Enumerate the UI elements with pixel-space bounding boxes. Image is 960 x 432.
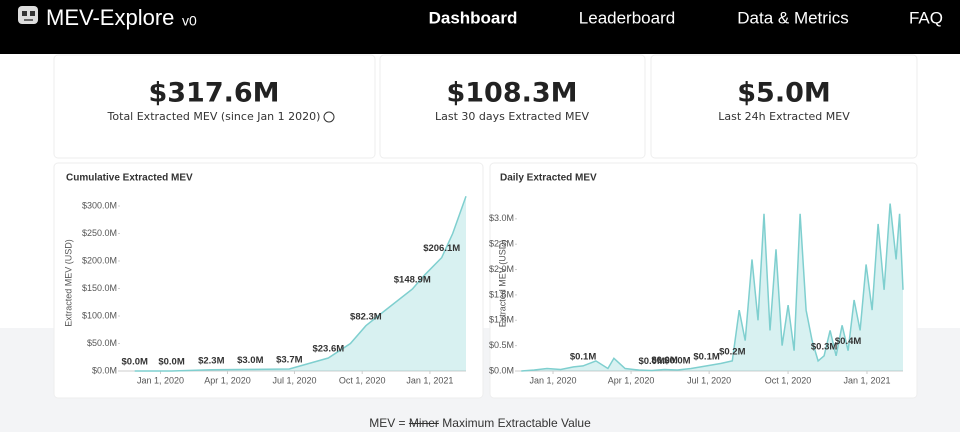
value-label: $0.1M [570,351,596,362]
y-tick-label: $250.0M [82,228,117,238]
value-label: $3.0M [237,355,263,366]
value-label: $0.3M [811,341,837,352]
x-tick-label: Jan 1, 2021 [843,375,890,385]
value-label: $148.9M [394,275,431,286]
y-tick-label: $100.0M [82,310,117,320]
value-label: $82.3M [350,311,382,322]
value-label: $0.0M [122,357,148,368]
y-tick-label: $1.0M [489,315,514,325]
chart-card [53,162,484,399]
stat-value: $317.6M [148,78,279,109]
value-label: $23.6M [312,344,344,355]
y-tick-label: $200.0M [82,255,117,265]
stat-label: Last 24h Extracted MEV [718,110,850,123]
x-tick-label: Apr 1, 2020 [608,375,655,385]
footer: MEV = Miner Maximum Extractable Value [0,416,960,430]
y-tick-label: $3.0M [489,213,514,223]
stat-cards: $317.6M Total Extracted MEV (since Jan 1… [53,54,918,159]
x-tick-label: Jan 1, 2021 [406,375,453,385]
y-tick-label: $150.0M [82,283,117,293]
stat-card [53,54,376,159]
nav-link[interactable]: Dashboard [429,8,518,27]
stat-card [650,54,918,159]
footer-rest: Maximum Extractable Value [442,416,591,430]
x-tick-label: Oct 1, 2020 [339,375,386,385]
nav-link[interactable]: FAQ [909,8,943,27]
footer-struck: Miner [408,416,439,430]
x-tick-label: Oct 1, 2020 [765,375,812,385]
y-tick-label: $0.0M [92,365,117,375]
x-tick-label: Jan 1, 2020 [137,375,184,385]
area-line [134,196,467,372]
info-icon[interactable] [323,111,335,123]
y-tick-label: $2.5M [489,239,514,249]
value-label: $0.1M [693,351,719,362]
area-fill [521,203,903,371]
stat-label: Total Extracted MEV (since Jan 1 2020) [107,110,321,123]
value-label: $0.0M [158,357,184,368]
value-label: $206.1M [423,243,460,254]
value-label: $0.2M [719,346,745,357]
value-label: $2.3M [198,355,224,366]
version: v0 [182,13,197,29]
y-tick-label: $50.0M [87,338,117,348]
chart-card [489,162,918,399]
value-label: $0.0M [651,355,677,366]
x-tick-label: Jan 1, 2020 [530,375,577,385]
value-label: $3.7M [276,354,302,365]
value-label: $0.4M [835,336,861,347]
stat-label: Last 30 days Extracted MEV [435,110,589,123]
x-tick-label: Jul 1, 2020 [687,375,731,385]
brand[interactable]: MEV-Explore [46,5,174,30]
stat-value: $5.0M [737,78,831,109]
value-label: $0.0M [664,356,690,367]
x-tick-label: Jul 1, 2020 [272,375,316,385]
y-tick-label: $2.0M [489,264,514,274]
y-axis-label: Extracted MEV (USD) [497,240,507,328]
nav-link[interactable]: Data & Metrics [737,8,848,27]
area-line [521,203,904,372]
chart-title: Daily Extracted MEV [500,173,597,184]
navbar [0,0,960,54]
y-axis-label: Extracted MEV (USD) [63,239,73,327]
y-tick-label: $0.0M [489,365,514,375]
y-tick-label: $1.5M [489,289,514,299]
y-tick-label: $300.0M [82,200,117,210]
x-tick-label: Apr 1, 2020 [204,375,251,385]
stat-card [379,54,646,159]
value-label: $0.0M [638,356,664,367]
chart-title: Cumulative Extracted MEV [66,173,193,184]
nav-link[interactable]: Leaderboard [579,8,675,27]
y-tick-label: $0.5M [489,340,514,350]
logo [18,6,38,24]
footer-lead: MEV = [369,416,406,430]
area-fill [134,196,466,371]
stat-value: $108.3M [446,78,577,109]
